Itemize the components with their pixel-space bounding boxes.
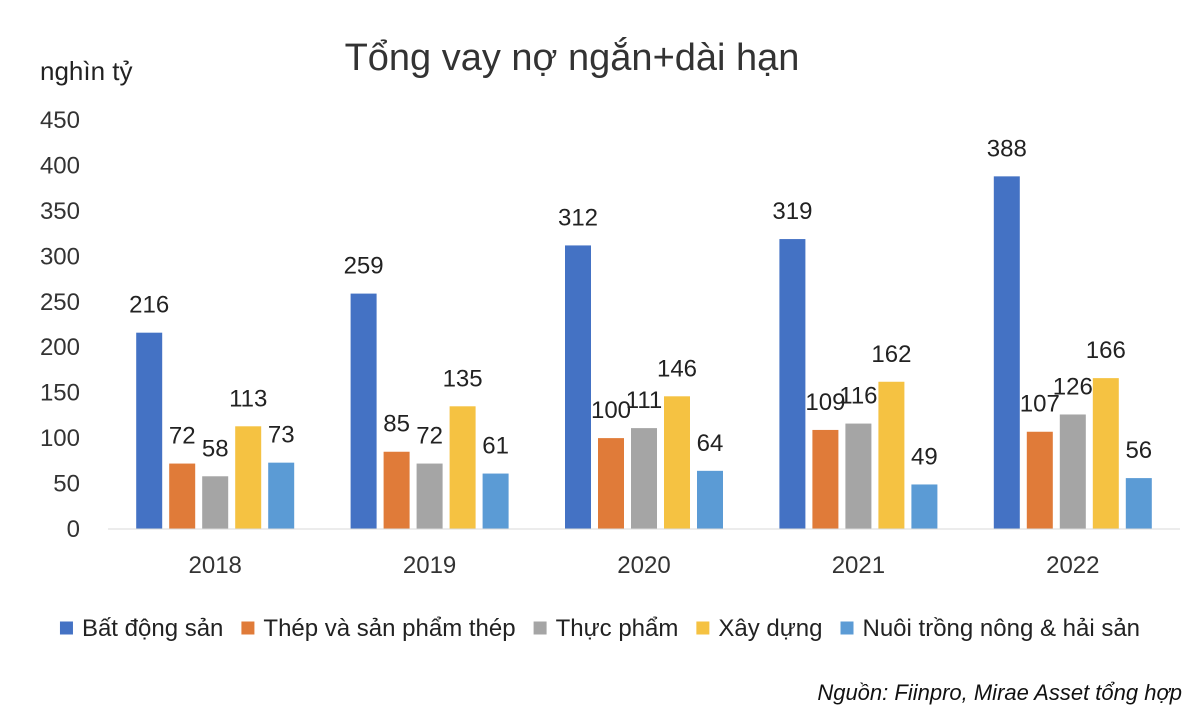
bar <box>416 463 443 529</box>
data-label: 146 <box>657 355 697 382</box>
x-tick-label: 2020 <box>617 552 670 579</box>
bar <box>812 429 839 529</box>
legend-swatch <box>533 621 547 635</box>
data-label: 73 <box>268 422 295 449</box>
x-tick-label: 2022 <box>1046 552 1099 579</box>
legend-swatch <box>59 621 73 635</box>
data-label: 85 <box>383 411 410 438</box>
legend-item: Thực phẩm <box>533 615 679 642</box>
bar <box>235 426 262 529</box>
bar <box>1125 478 1152 529</box>
bar <box>136 332 163 529</box>
bar <box>169 463 196 529</box>
bar <box>993 176 1020 529</box>
legend-item: Xây dựng <box>696 615 823 642</box>
bar <box>878 381 905 529</box>
bar <box>482 473 509 529</box>
data-label: 216 <box>129 292 169 319</box>
bar <box>268 462 295 529</box>
legend-swatch <box>696 621 710 635</box>
data-label: 49 <box>911 443 938 470</box>
y-tick-label: 100 <box>40 425 80 452</box>
y-tick-label: 150 <box>40 380 80 407</box>
y-tick-label: 300 <box>40 243 80 270</box>
bar <box>1059 414 1086 529</box>
data-label: 388 <box>987 135 1027 162</box>
bar <box>383 451 410 529</box>
legend-swatch <box>241 621 255 635</box>
bar <box>449 406 476 529</box>
data-label: 72 <box>169 423 196 450</box>
data-label: 61 <box>482 433 509 460</box>
x-tick-label: 2018 <box>189 552 242 579</box>
legend-item: Bất động sản <box>59 615 223 642</box>
x-axis-ticks: 2018 2019 2020 2021 2022 <box>189 552 1100 579</box>
y-tick-label: 400 <box>40 152 80 179</box>
bar <box>565 245 591 529</box>
bar <box>697 470 723 529</box>
data-label: 100 <box>591 397 631 424</box>
data-label: 113 <box>229 385 267 412</box>
bar <box>631 428 657 529</box>
data-label: 312 <box>558 204 598 231</box>
data-label: 166 <box>1086 337 1126 364</box>
source-note: Nguồn: Fiinpro, Mirae Asset tổng hợp <box>817 680 1182 705</box>
legend-item: Nuôi trồng nông & hải sản <box>840 615 1141 642</box>
legend-item: Thép và sản phẩm thép <box>241 615 516 642</box>
data-label: 259 <box>344 253 384 280</box>
data-label: 126 <box>1053 373 1093 400</box>
bar <box>598 438 624 529</box>
data-label: 107 <box>1020 391 1060 418</box>
bar <box>350 293 377 529</box>
legend-label: Thép và sản phẩm thép <box>263 615 515 642</box>
y-tick-label: 50 <box>53 471 80 498</box>
data-label: 58 <box>202 435 229 462</box>
data-label: 56 <box>1125 437 1152 464</box>
data-label: 135 <box>443 365 483 392</box>
y-tick-label: 450 <box>40 107 80 134</box>
legend-label: Thực phẩm <box>556 615 679 642</box>
y-tick-label: 250 <box>40 289 80 316</box>
bar <box>664 396 690 529</box>
y-axis-unit-label: nghìn tỷ <box>40 56 133 86</box>
data-label: 162 <box>871 341 911 368</box>
legend-swatch <box>840 621 854 635</box>
data-label: 116 <box>839 383 877 410</box>
data-label: 109 <box>805 389 845 416</box>
bar <box>1092 378 1119 529</box>
y-axis-ticks: 0 50 100 150 200 250 300 350 400 450 <box>40 107 80 543</box>
legend: Bất động sản Thép và sản phẩm thép Thực ph… <box>59 615 1141 642</box>
bar <box>202 476 229 529</box>
legend-label: Nuôi trồng nông & hải sản <box>863 615 1141 642</box>
bar <box>911 484 938 529</box>
x-tick-label: 2019 <box>403 552 456 579</box>
bars <box>136 176 1152 529</box>
data-label: 111 <box>626 387 662 414</box>
bar <box>779 239 806 529</box>
x-tick-label: 2021 <box>832 552 885 579</box>
y-tick-label: 200 <box>40 334 80 361</box>
chart-title: Tổng vay nợ ngắn+dài hạn <box>345 36 800 79</box>
legend-label: Bất động sản <box>82 615 223 642</box>
data-label: 72 <box>416 423 443 450</box>
y-tick-label: 350 <box>40 198 80 225</box>
data-label: 64 <box>697 430 724 457</box>
bar <box>845 423 872 529</box>
y-tick-label: 0 <box>67 516 80 543</box>
bar <box>1026 431 1053 529</box>
legend-label: Xây dựng <box>718 615 822 642</box>
data-label: 319 <box>772 198 812 225</box>
